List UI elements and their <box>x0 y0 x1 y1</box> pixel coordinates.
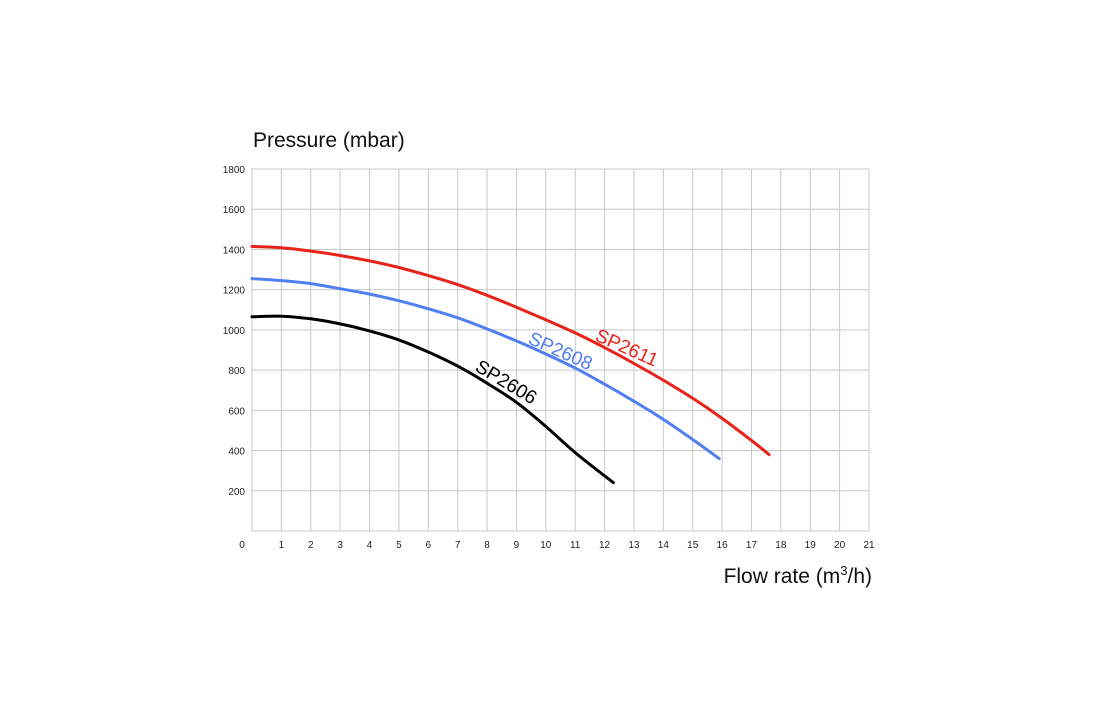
x-tick-label: 4 <box>367 540 373 551</box>
y-tick-label: 1400 <box>223 245 246 256</box>
x-tick-label: 16 <box>717 540 729 551</box>
x-axis-title-prefix: Flow rate (m <box>723 565 841 588</box>
x-tick-label: 2 <box>308 540 314 551</box>
y-tick-label: 1800 <box>223 165 246 176</box>
y-tick-label: 1200 <box>223 286 246 297</box>
x-tick-label: 3 <box>337 540 343 551</box>
plot-frame <box>251 168 870 532</box>
series-line-sp2606 <box>250 314 615 485</box>
y-tick-label: 1600 <box>223 205 246 216</box>
x-tick-label: 17 <box>746 540 758 551</box>
x-tick-label: 0 <box>239 540 245 551</box>
x-axis-title-suffix: /h) <box>847 565 872 588</box>
series-label-sp2606: SP2606 <box>471 356 540 409</box>
y-axis-title: Pressure (mbar) <box>253 129 405 152</box>
y-tick-label: 800 <box>228 366 245 377</box>
x-axis-title-superscript: 3 <box>840 563 848 578</box>
x-tick-label: 14 <box>658 540 670 551</box>
x-tick-label: 21 <box>863 540 875 551</box>
x-tick-label: 12 <box>599 540 611 551</box>
y-tick-label: 400 <box>228 447 245 458</box>
x-tick-label: 8 <box>484 540 490 551</box>
x-tick-label: 20 <box>834 540 846 551</box>
y-tick-label: 600 <box>228 406 245 417</box>
x-tick-label: 19 <box>805 540 817 551</box>
x-axis-title: Flow rate (m3/h) <box>724 563 872 589</box>
x-tick-label: 5 <box>396 540 402 551</box>
series-line-sp2608 <box>250 277 721 461</box>
x-tick-label: 11 <box>570 540 581 551</box>
series-label-sp2608: SP2608 <box>525 328 595 375</box>
y-tick-label: 1000 <box>223 326 246 337</box>
x-tick-label: 9 <box>514 540 520 551</box>
x-tick-label: 18 <box>775 540 787 551</box>
x-tick-label: 13 <box>628 540 640 551</box>
series-line-sp2611 <box>250 244 771 457</box>
x-tick-label: 7 <box>455 540 461 551</box>
x-tick-label: 1 <box>279 540 285 551</box>
x-tick-label: 15 <box>687 540 699 551</box>
y-tick-label: 200 <box>228 487 245 498</box>
x-tick-label: 6 <box>426 540 432 551</box>
series-label-sp2611: SP2611 <box>592 325 661 371</box>
x-tick-label: 10 <box>540 540 552 551</box>
